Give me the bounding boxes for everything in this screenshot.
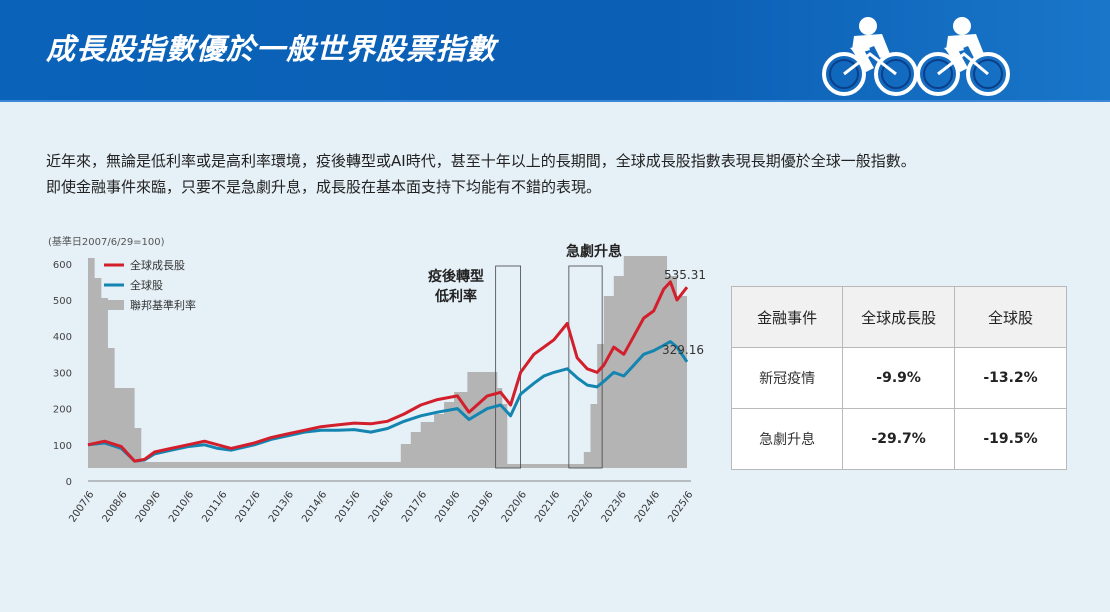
line-chart: (基準日2007/6/29=100) 0 100 200 300 400 500 600 疫後轉… [48,235,706,525]
header-banner: 成長股指數優於一般世界股票指數 [0,0,1110,102]
table-header-global: 全球股 [954,286,1067,348]
x-tick-label: 2018/6 [433,489,462,524]
y-tick-label: 200 [53,405,72,416]
x-tick-label: 2023/6 [600,489,629,524]
legend-label: 聯邦基準利率 [130,298,196,312]
x-tick-label: 2007/6 [67,489,96,524]
table-row: 新冠疫情 -9.9% -13.2% [730,347,1067,409]
rate-area [88,256,687,468]
x-tick-label: 2009/6 [134,489,163,524]
table-cell-event: 新冠疫情 [730,347,844,409]
x-tick-label: 2014/6 [300,489,329,524]
x-tick-label: 2019/6 [467,489,496,524]
legend-label: 全球股 [130,278,163,292]
x-tick-label: 2008/6 [101,489,130,524]
y-tick-label: 500 [53,296,72,307]
x-tick-label: 2016/6 [367,489,396,524]
table-cell-growth: -9.9% [842,347,956,409]
annotation-box [495,265,522,469]
legend-label: 全球成長股 [130,258,185,272]
x-tick-label: 2025/6 [666,489,695,524]
legend-swatch [104,300,124,310]
end-label-global: 329.16 [662,343,704,357]
global-series-line [87,340,689,463]
x-tick-label: 2013/6 [267,489,296,524]
x-tick-label: 2011/6 [200,489,229,524]
x-tick-label: 2010/6 [167,489,196,524]
x-tick-label: 2015/6 [333,489,362,524]
page-title: 成長股指數優於一般世界股票指數 [46,32,497,66]
table-row: 急劇升息 -29.7% -19.5% [730,408,1067,470]
event-table: 金融事件 全球成長股 全球股 新冠疫情 -9.9% -13.2% 急劇升息 -2… [730,286,1067,470]
table-cell-global: -19.5% [954,408,1067,470]
x-tick-label: 2012/6 [234,489,263,524]
intro-line-2: 即使金融事件來臨，只要不是急劇升息，成長股在基本面支持下均能有不錯的表現。 [46,178,602,196]
y-tick-label: 300 [53,368,72,379]
y-tick-label: 400 [53,332,72,343]
annotation-label: 疫後轉型 [428,268,484,285]
table-header-event: 金融事件 [730,286,844,348]
table-cell-global: -13.2% [954,347,1067,409]
annotation-label: 急劇升息 [566,243,622,260]
end-label-growth: 535.31 [664,268,706,282]
x-tick-label: 2020/6 [500,489,529,524]
x-tick-label: 2022/6 [566,489,595,524]
table-cell-event: 急劇升息 [730,408,844,470]
y-tick-label: 0 [66,477,72,488]
y-tick-label: 100 [53,441,72,452]
growth-series-line [87,280,689,463]
table-header-row: 金融事件 全球成長股 全球股 [730,286,1067,348]
x-tick-label: 2024/6 [633,489,662,524]
table-cell-growth: -29.7% [842,408,956,470]
x-tick-label: 2017/6 [400,489,429,524]
table-header-growth: 全球成長股 [842,286,956,348]
intro-line-1: 近年來，無論是低利率或是高利率環境，疫後轉型或AI時代，甚至十年以上的長期間，全… [46,152,916,170]
cyclists-icon [822,17,1010,96]
chart-base-note: (基準日2007/6/29=100) [48,235,165,248]
annotation-label: 低利率 [434,288,477,305]
y-tick-label: 600 [53,260,72,271]
intro-text: 近年來，無論是低利率或是高利率環境，疫後轉型或AI時代，甚至十年以上的長期間，全… [46,148,1076,200]
x-tick-label: 2021/6 [533,489,562,524]
